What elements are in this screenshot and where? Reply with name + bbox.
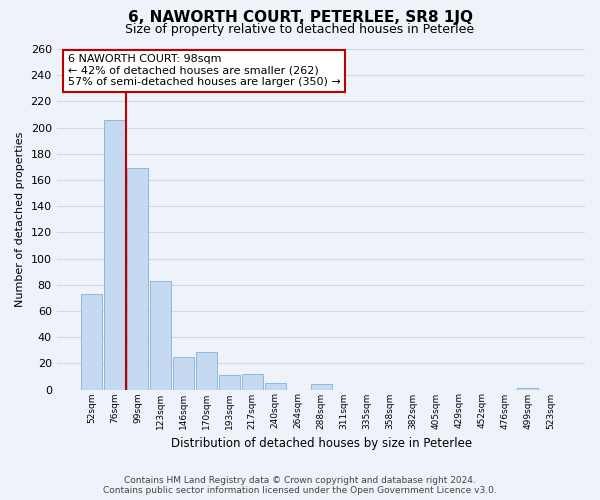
Bar <box>219 375 240 390</box>
Bar <box>127 168 148 390</box>
Bar <box>242 374 263 390</box>
Bar <box>517 388 538 390</box>
Y-axis label: Number of detached properties: Number of detached properties <box>15 132 25 307</box>
Bar <box>311 384 332 390</box>
Text: Size of property relative to detached houses in Peterlee: Size of property relative to detached ho… <box>125 22 475 36</box>
Bar <box>104 120 125 390</box>
Text: 6 NAWORTH COURT: 98sqm
← 42% of detached houses are smaller (262)
57% of semi-de: 6 NAWORTH COURT: 98sqm ← 42% of detached… <box>68 54 341 88</box>
Bar <box>82 294 102 390</box>
Bar <box>265 383 286 390</box>
Bar <box>196 352 217 390</box>
Text: 6, NAWORTH COURT, PETERLEE, SR8 1JQ: 6, NAWORTH COURT, PETERLEE, SR8 1JQ <box>128 10 473 25</box>
Text: Contains HM Land Registry data © Crown copyright and database right 2024.
Contai: Contains HM Land Registry data © Crown c… <box>103 476 497 495</box>
Bar <box>150 281 171 390</box>
Bar <box>173 357 194 390</box>
X-axis label: Distribution of detached houses by size in Peterlee: Distribution of detached houses by size … <box>170 437 472 450</box>
